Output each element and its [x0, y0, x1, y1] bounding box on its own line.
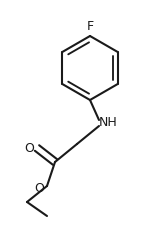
Text: F: F	[87, 20, 94, 34]
Text: NH: NH	[99, 115, 117, 128]
Text: O: O	[34, 182, 44, 194]
Text: O: O	[24, 142, 34, 155]
